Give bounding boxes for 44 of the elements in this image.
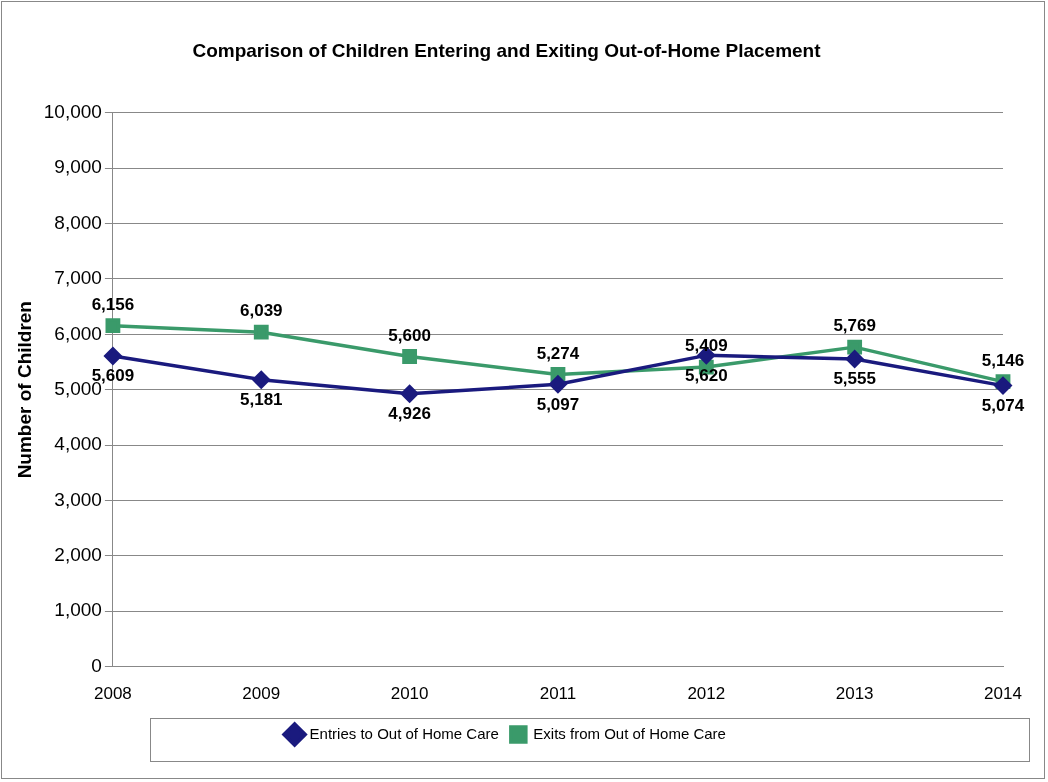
data-label: 5,409 xyxy=(685,336,728,356)
x-tick-label: 2010 xyxy=(390,684,429,704)
point xyxy=(847,339,863,355)
y-tick-label: 9,000 xyxy=(54,156,102,178)
y-tick-label: 1,000 xyxy=(54,599,102,621)
point xyxy=(402,349,418,364)
y-axis-title: Number of Children xyxy=(13,301,35,479)
data-label: 5,146 xyxy=(981,350,1025,370)
data-label: 5,274 xyxy=(536,343,580,363)
data-label: 6,156 xyxy=(91,294,135,314)
data-label: 5,620 xyxy=(685,365,728,385)
data-label: 6,039 xyxy=(239,301,283,321)
x-tick-label: 2009 xyxy=(242,684,281,704)
point xyxy=(994,376,1012,395)
data-label: 5,555 xyxy=(833,369,876,389)
y-tick-label: 2,000 xyxy=(54,544,102,566)
point xyxy=(104,347,122,365)
legend-label: Entries to Out of Home Care xyxy=(309,724,499,742)
y-tick-label: 0 xyxy=(91,654,102,676)
x-tick-label: 2011 xyxy=(539,684,577,704)
data-label: 5,074 xyxy=(981,395,1025,415)
x-tick-label: 2008 xyxy=(94,684,132,704)
point xyxy=(252,370,271,389)
y-tick-label: 6,000 xyxy=(54,322,102,344)
point xyxy=(105,318,121,334)
y-tick-label: 4,000 xyxy=(54,433,102,455)
y-tick-label: 10,000 xyxy=(43,101,102,123)
y-tick-label: 8,000 xyxy=(54,211,102,233)
point xyxy=(253,324,269,340)
x-tick-label: 2012 xyxy=(687,684,726,704)
x-tick-label: 2013 xyxy=(835,684,874,704)
legend-label: Exits from Out of Home Care xyxy=(533,724,726,742)
data-label: 5,097 xyxy=(536,394,580,414)
data-label: 4,926 xyxy=(388,403,431,423)
y-tick-label: 7,000 xyxy=(54,267,102,289)
point xyxy=(549,375,567,394)
y-tick-label: 3,000 xyxy=(54,488,102,510)
data-label: 5,769 xyxy=(833,316,876,336)
x-tick-label: 2014 xyxy=(984,684,1022,704)
point xyxy=(845,350,864,368)
chart-title: Comparison of Children Entering and Exiting Out-of-Home Placement xyxy=(192,39,822,61)
data-label: 5,600 xyxy=(388,325,431,345)
data-label: 5,181 xyxy=(239,389,283,409)
point xyxy=(400,385,419,403)
